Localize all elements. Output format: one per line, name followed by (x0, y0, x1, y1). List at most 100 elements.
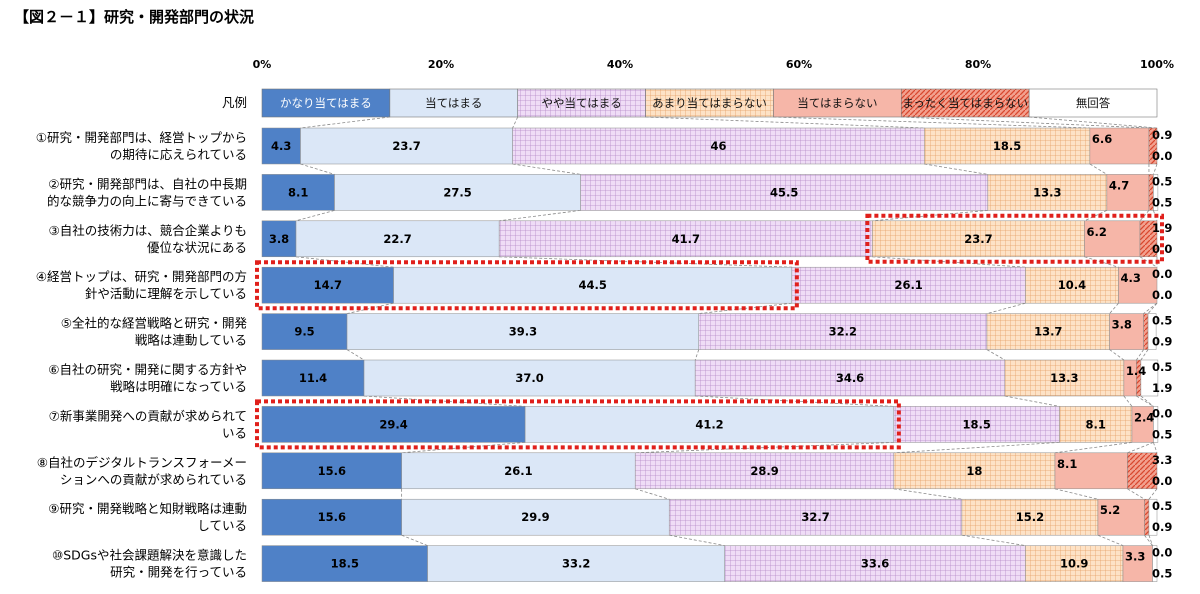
legend-swatch (773, 88, 902, 118)
connector-line (1144, 534, 1153, 546)
value-label: 29.4 (379, 417, 407, 431)
bar-segment (1084, 220, 1141, 258)
legend-swatch (645, 88, 774, 118)
category-label: ⑧自社のデジタルトランスフォーメーションへの貢献が求められている (37, 455, 247, 487)
legend-entry: 当てはまらない (797, 96, 877, 110)
legend: かなり当てはまる 当てはまる やや当てはまる あまり当てはまらない 当てはまらない まった… (261, 88, 1158, 118)
connector-line (1139, 210, 1150, 222)
value-label: 1.9 (1152, 221, 1172, 235)
bar-segment (363, 359, 696, 397)
value-label: 33.6 (861, 557, 889, 571)
connector-line (1148, 488, 1158, 500)
connector-line (1147, 302, 1158, 314)
value-label: 18.5 (993, 139, 1021, 153)
category-label-line: 研究・開発を行っている (110, 565, 247, 580)
value-label: 22.7 (383, 232, 411, 246)
connector-line (1136, 349, 1144, 361)
value-label: 15.6 (318, 464, 346, 478)
value-label: 18 (966, 464, 982, 478)
connector-line (872, 210, 988, 222)
legend-swatch (1028, 88, 1158, 118)
category-label-line: ⑩SDGsや社会課題解決を意識した (52, 548, 247, 563)
category-label-line: 優位な状況にある (147, 240, 247, 255)
connector-line (1148, 535, 1153, 546)
value-label: 1.9 (1152, 381, 1172, 395)
connector-line (1127, 488, 1145, 500)
connector-line (1153, 163, 1158, 175)
connector-line (986, 349, 1006, 361)
value-label: 18.5 (331, 557, 359, 571)
category-label-line: 針や活動に理解を示している (85, 286, 247, 301)
value-label: 41.2 (695, 417, 723, 431)
value-label: 0.0 (1152, 288, 1172, 302)
connector-line (961, 534, 1026, 546)
value-label: 13.7 (1034, 325, 1062, 339)
bar-segment (1025, 545, 1124, 582)
connector-line (364, 395, 526, 407)
x-axis-ticks: 0% 20% 40% 60% 80% 100% (253, 58, 1174, 71)
value-label: 10.9 (1060, 557, 1088, 571)
value-label: 23.7 (964, 232, 992, 246)
connector-line (1084, 210, 1108, 222)
value-label: 33.2 (562, 557, 590, 571)
value-label: 34.6 (836, 371, 864, 385)
value-label: 3.3 (1152, 453, 1172, 467)
bar-segment (1148, 127, 1158, 165)
value-label: 28.9 (750, 464, 778, 478)
value-label: 1.4 (1126, 364, 1146, 378)
connector-line (346, 302, 394, 314)
chart-title: 【図２－１】研究・開発部門の状況 (14, 8, 254, 26)
category-label-line: 戦略は連動している (135, 333, 247, 348)
connector-line (1109, 349, 1125, 361)
bar-segment (634, 452, 895, 490)
bar-segment (724, 545, 1026, 582)
x-tick-label: 20% (428, 58, 454, 71)
bar-segment (1153, 406, 1159, 443)
value-label: 41.7 (672, 232, 700, 246)
legend-swatch (261, 88, 391, 118)
value-label: 0.0 (1152, 149, 1172, 163)
bar-segment (580, 174, 989, 211)
legend-swatch (517, 88, 646, 118)
value-label: 0.5 (1152, 314, 1172, 328)
connector-line (986, 302, 1026, 314)
category-label: ①研究・開発部門は、経営トップからの期待に応えられている (36, 130, 247, 162)
connector-line (499, 210, 581, 222)
legend-entry: まったく当てはまらない (902, 96, 1028, 110)
value-label: 3.3 (1125, 550, 1145, 564)
value-label: 14.7 (314, 278, 342, 292)
x-tick-label: 80% (965, 58, 991, 71)
bar-segment (1127, 452, 1158, 490)
bar-segment (1106, 174, 1150, 211)
bar-segment (261, 220, 297, 258)
legend-swatch (389, 88, 519, 118)
connector-line (893, 488, 962, 500)
bar-segment (1004, 359, 1125, 397)
bar-segment (1097, 498, 1145, 536)
connector-line (1089, 163, 1108, 175)
bar-segment (295, 220, 500, 258)
bar-segment (1139, 220, 1158, 258)
value-label: 0.0 (1152, 474, 1172, 488)
connector-line (300, 116, 390, 129)
value-label: 0.0 (1152, 406, 1172, 420)
value-label: 45.5 (770, 185, 798, 199)
x-tick-label: 100% (1140, 58, 1174, 71)
highlight-box (255, 260, 799, 311)
bar-segment (1140, 359, 1159, 397)
value-label: 15.6 (318, 510, 346, 524)
value-label: 9.5 (294, 325, 314, 339)
value-label: 0.5 (1152, 499, 1172, 513)
bar-segment (401, 452, 636, 490)
bar-segment (924, 127, 1091, 165)
legend-entry: あまり当てはまらない (652, 96, 767, 110)
category-label-line: ①研究・開発部門は、経営トップから (36, 130, 247, 145)
category-label-line: ④経営トップは、研究・開発部門の方 (36, 269, 247, 284)
bar-segment (261, 545, 428, 582)
highlight-boxes (255, 213, 1164, 450)
value-label: 13.3 (1033, 185, 1061, 199)
value-label: 26.1 (894, 278, 922, 292)
value-label: 0.5 (1152, 174, 1172, 188)
bar-segment (512, 127, 925, 165)
